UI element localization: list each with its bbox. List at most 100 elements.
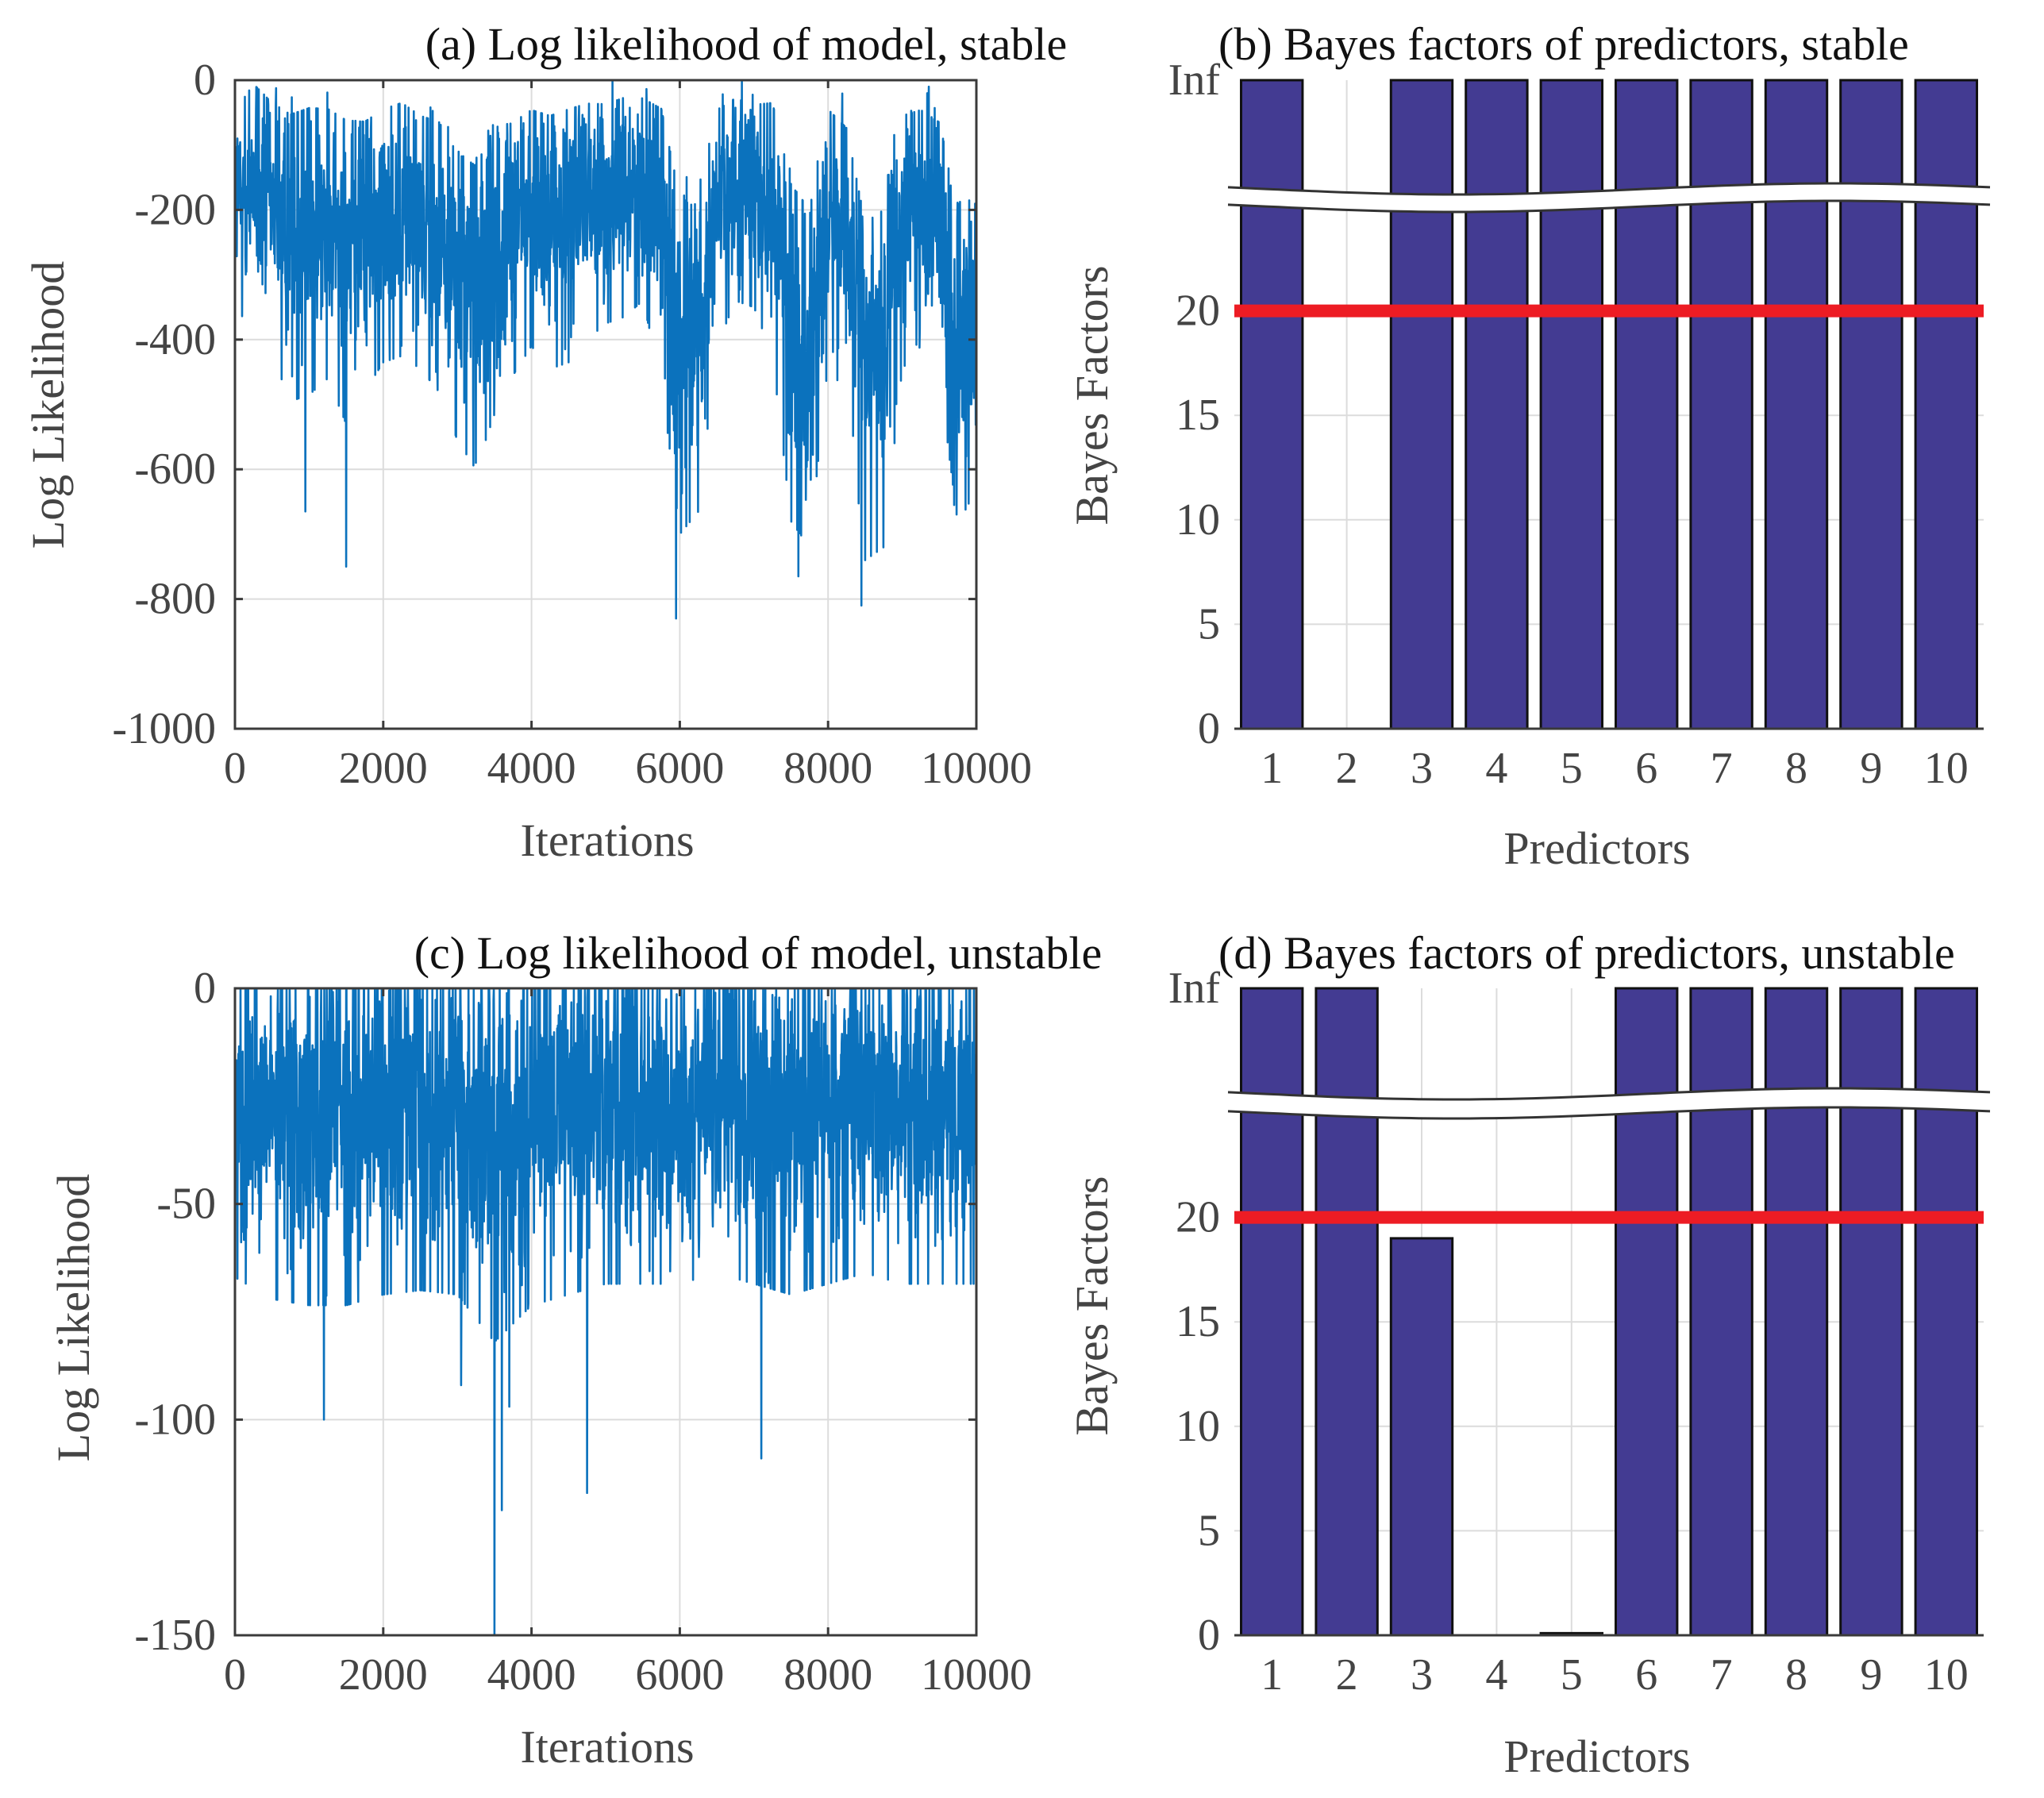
y-tick-label-1: -800 bbox=[134, 575, 216, 624]
y-tick-label-1: -100 bbox=[134, 1395, 216, 1444]
y-tick-label-0: -150 bbox=[134, 1611, 216, 1660]
axis-break-upper-edge bbox=[1227, 1087, 1991, 1101]
bar-6 bbox=[1614, 987, 1679, 1637]
bar-8 bbox=[1764, 79, 1829, 730]
y-tick-label-4: -200 bbox=[134, 185, 216, 234]
panel-c-log-likelihood-unstable: (c) Log likelihood of model, unstable 0 2… bbox=[48, 927, 1102, 1773]
bar-3 bbox=[1389, 79, 1454, 730]
series-line bbox=[233, 79, 978, 620]
bar-5 bbox=[1539, 79, 1604, 730]
bar-9 bbox=[1839, 79, 1903, 730]
panel-b-bayes-factors-stable: (b) Bayes factors of predictors, stable … bbox=[1066, 18, 1991, 874]
panel-c-title: (c) Log likelihood of model, unstable bbox=[414, 927, 1103, 979]
y-tick-label-0: 0 bbox=[1198, 704, 1220, 753]
panel-d-xlabel: Predictors bbox=[1503, 1731, 1690, 1782]
x-tick-label-2: 2 bbox=[1336, 1650, 1358, 1700]
x-tick-label-3: 6000 bbox=[635, 744, 724, 793]
x-tick-label-9: 9 bbox=[1860, 1650, 1882, 1700]
bar-7 bbox=[1689, 987, 1753, 1637]
y-tick-label-2: 10 bbox=[1176, 1402, 1220, 1451]
axes-frame bbox=[233, 987, 978, 1637]
y-tick-label-4: 20 bbox=[1176, 1193, 1220, 1242]
panel-d-bayes-factors-unstable: (d) Bayes factors of predictors, unstabl… bbox=[1066, 927, 1991, 1782]
x-tick-label-3: 3 bbox=[1411, 744, 1433, 793]
panel-d-bars bbox=[1239, 987, 1979, 1637]
panel-a-ylabel: Log Likelihood bbox=[22, 261, 74, 549]
y-tick-label-inf: Inf bbox=[1168, 56, 1221, 105]
panel-d-title: (d) Bayes factors of predictors, unstabl… bbox=[1218, 927, 1955, 979]
axis-break-lower-edge bbox=[1227, 199, 1991, 214]
x-tick-label-10: 10 bbox=[1924, 744, 1969, 793]
y-tick-label-0: 0 bbox=[1198, 1611, 1220, 1660]
panel-b-axes: 1 2 3 4 5 6 7 8 9 10 0 5 10 15 20 Inf bbox=[1168, 56, 1984, 793]
panel-a-xlabel: Iterations bbox=[520, 814, 694, 866]
x-tick-label-0: 0 bbox=[224, 1650, 246, 1700]
y-tick-label-2: -50 bbox=[156, 1180, 216, 1229]
x-tick-label-5: 10000 bbox=[921, 1650, 1032, 1700]
x-tick-label-8: 8 bbox=[1785, 744, 1807, 793]
x-tick-label-4: 8000 bbox=[783, 744, 872, 793]
x-tick-label-3: 3 bbox=[1411, 1650, 1433, 1700]
y-tick-label-1: 5 bbox=[1198, 599, 1220, 649]
bar-10 bbox=[1914, 987, 1979, 1637]
panel-c-ylabel: Log Likelihood bbox=[48, 1174, 99, 1461]
y-tick-label-2: -600 bbox=[134, 445, 216, 494]
x-tick-label-9: 9 bbox=[1860, 744, 1882, 793]
x-tick-label-2: 4000 bbox=[487, 1650, 576, 1700]
x-tick-label-1: 2000 bbox=[339, 1650, 428, 1700]
axis-break-upper-edge bbox=[1227, 182, 1991, 196]
panel-d-ylabel: Bayes Factors bbox=[1066, 1176, 1118, 1436]
bar-1 bbox=[1239, 987, 1304, 1637]
x-tick-label-2: 4000 bbox=[487, 744, 576, 793]
x-tick-label-1: 1 bbox=[1261, 1650, 1283, 1700]
panel-b-bars bbox=[1239, 79, 1979, 730]
x-tick-label-5: 10000 bbox=[921, 744, 1032, 793]
bar-8 bbox=[1764, 987, 1829, 1637]
x-tick-label-7: 7 bbox=[1711, 744, 1733, 793]
x-tick-label-6: 6 bbox=[1635, 1650, 1657, 1700]
x-tick-label-4: 8000 bbox=[783, 1650, 872, 1700]
panel-c-xlabel: Iterations bbox=[520, 1721, 694, 1773]
y-tick-label-inf: Inf bbox=[1168, 964, 1221, 1013]
y-tick-label-3: 0 bbox=[194, 964, 216, 1013]
x-tick-label-6: 6 bbox=[1635, 744, 1657, 793]
x-tick-label-3: 6000 bbox=[635, 1650, 724, 1700]
x-tick-label-5: 5 bbox=[1561, 744, 1583, 793]
y-tick-label-3: -400 bbox=[134, 315, 216, 364]
y-tick-label-4: 20 bbox=[1176, 287, 1220, 336]
panel-a-title: (a) Log likelihood of model, stable bbox=[425, 18, 1068, 70]
panel-a-axes: 0 2000 4000 6000 8000 10000 -1000 -800 -600 -400 -… bbox=[112, 56, 1032, 793]
axis-break-lower-edge bbox=[1227, 1106, 1991, 1120]
y-tick-label-1: 5 bbox=[1198, 1506, 1220, 1555]
y-tick-label-3: 15 bbox=[1176, 391, 1220, 440]
x-tick-label-1: 2000 bbox=[339, 744, 428, 793]
bar-4 bbox=[1465, 79, 1529, 730]
x-tick-label-8: 8 bbox=[1785, 1650, 1807, 1700]
axis-break-band bbox=[1228, 183, 1990, 212]
series-line bbox=[233, 987, 978, 1637]
panel-b-axis-break bbox=[1227, 182, 1991, 214]
panel-c-axes: 0 2000 4000 6000 8000 10000 -150 -100 -50 0 bbox=[134, 964, 1032, 1700]
y-tick-label-2: 10 bbox=[1176, 495, 1220, 545]
y-tick-label-3: 15 bbox=[1176, 1297, 1220, 1346]
panel-d-axis-break bbox=[1227, 1087, 1991, 1120]
y-tick-label-0: -1000 bbox=[112, 704, 216, 753]
x-tick-label-0: 0 bbox=[224, 744, 246, 793]
bar-6 bbox=[1614, 79, 1679, 730]
panel-b-xlabel: Predictors bbox=[1503, 822, 1690, 874]
x-tick-label-4: 4 bbox=[1485, 1650, 1507, 1700]
x-tick-label-1: 1 bbox=[1261, 744, 1283, 793]
bar-7 bbox=[1689, 79, 1753, 730]
y-tick-label-5: 0 bbox=[194, 56, 216, 105]
panel-b-ylabel: Bayes Factors bbox=[1066, 266, 1118, 526]
bar-3 bbox=[1389, 1237, 1454, 1637]
bar-10 bbox=[1914, 79, 1979, 730]
axes-frame bbox=[233, 79, 978, 730]
axis-break-band bbox=[1228, 1088, 1990, 1118]
x-tick-label-10: 10 bbox=[1924, 1650, 1969, 1700]
panel-a-log-likelihood-stable: (a) Log likelihood of model, stable 0 200… bbox=[22, 18, 1067, 866]
x-tick-label-4: 4 bbox=[1485, 744, 1507, 793]
bar-1 bbox=[1239, 79, 1304, 730]
x-tick-label-5: 5 bbox=[1561, 1650, 1583, 1700]
